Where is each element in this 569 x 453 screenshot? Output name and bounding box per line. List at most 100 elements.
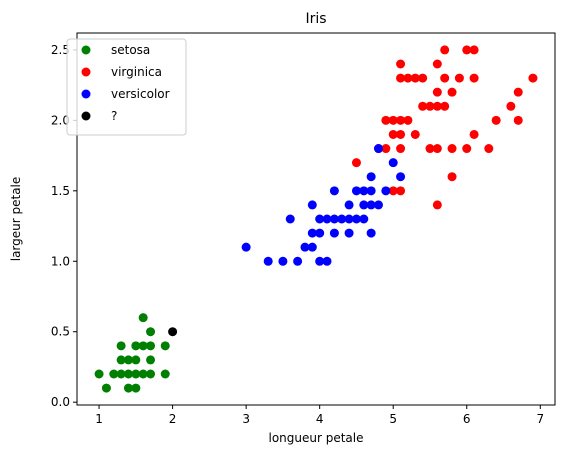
data-point — [300, 242, 310, 252]
data-point — [351, 214, 361, 224]
series-versicolor — [241, 144, 406, 266]
legend-entry: versicolor — [81, 87, 170, 101]
data-point — [366, 172, 376, 182]
data-point — [168, 327, 178, 337]
data-point — [146, 369, 156, 379]
data-point — [344, 214, 354, 224]
x-tick-label: 5 — [389, 412, 397, 426]
y-tick-label: 0.5 — [51, 325, 70, 339]
y-tick-label: 1.0 — [51, 254, 70, 268]
data-point — [146, 355, 156, 365]
data-point — [278, 256, 288, 266]
data-point — [123, 355, 133, 365]
data-point — [160, 341, 170, 351]
data-point — [469, 45, 479, 55]
data-point — [116, 369, 126, 379]
data-point — [462, 45, 472, 55]
y-tick-label: 2.0 — [51, 113, 70, 127]
data-point — [351, 186, 361, 196]
data-point — [410, 129, 420, 139]
data-point — [491, 115, 501, 125]
legend-label: versicolor — [111, 87, 170, 101]
data-point — [329, 228, 339, 238]
data-point — [388, 129, 398, 139]
data-point — [454, 73, 464, 83]
data-point — [396, 73, 406, 83]
legend-marker — [81, 67, 91, 77]
data-point — [285, 214, 295, 224]
data-point — [388, 158, 398, 168]
legend: setosa virginica versicolor? — [66, 38, 187, 136]
legend-marker — [81, 111, 91, 121]
x-tick-label: 7 — [536, 412, 544, 426]
data-point — [381, 115, 391, 125]
x-tick-label: 1 — [95, 412, 103, 426]
data-point — [359, 200, 369, 210]
data-point — [307, 200, 317, 210]
data-point — [94, 369, 104, 379]
y-tick-label: 1.5 — [51, 184, 70, 198]
data-point — [138, 313, 148, 323]
series-setosa — [94, 313, 170, 393]
data-point — [131, 383, 141, 393]
legend-entry: ? — [81, 109, 117, 123]
data-point — [440, 73, 450, 83]
data-point — [388, 115, 398, 125]
data-point — [440, 45, 450, 55]
data-point — [432, 144, 442, 154]
x-tick-label: 2 — [169, 412, 177, 426]
legend-marker — [81, 45, 91, 55]
data-point — [101, 383, 111, 393]
legend-label: ? — [111, 109, 117, 123]
data-point — [425, 101, 435, 111]
y-axis-label: largeur petale — [9, 177, 23, 262]
data-point — [374, 200, 384, 210]
data-point — [418, 101, 428, 111]
legend-box — [66, 38, 187, 136]
data-point — [116, 341, 126, 351]
data-point — [432, 59, 442, 69]
series-virginica — [351, 45, 538, 210]
data-point — [366, 228, 376, 238]
data-point — [263, 256, 273, 266]
data-point — [359, 186, 369, 196]
data-point — [396, 186, 406, 196]
legend-label: virginica — [111, 65, 162, 79]
data-point — [425, 144, 435, 154]
x-tick-label: 4 — [316, 412, 324, 426]
data-point — [344, 200, 354, 210]
data-point — [396, 172, 406, 182]
data-point — [381, 186, 391, 196]
legend-label: setosa — [111, 43, 150, 57]
data-point — [344, 228, 354, 238]
y-tick-label: 2.5 — [51, 43, 70, 57]
x-tick-label: 6 — [463, 412, 471, 426]
data-point — [513, 115, 523, 125]
data-point — [315, 256, 325, 266]
data-point — [469, 73, 479, 83]
data-point — [131, 355, 141, 365]
data-point — [315, 228, 325, 238]
data-point — [329, 214, 339, 224]
data-point — [131, 341, 141, 351]
y-tick-label: 0.0 — [51, 395, 70, 409]
data-point — [432, 200, 442, 210]
data-point — [146, 327, 156, 337]
data-point — [432, 87, 442, 97]
data-point — [138, 341, 148, 351]
data-point — [374, 144, 384, 154]
data-point — [396, 115, 406, 125]
data-point — [315, 214, 325, 224]
data-point — [366, 186, 376, 196]
data-point — [366, 200, 376, 210]
data-point — [418, 73, 428, 83]
data-point — [109, 369, 119, 379]
data-point — [307, 242, 317, 252]
data-point — [447, 144, 457, 154]
data-point — [307, 228, 317, 238]
data-point — [337, 214, 347, 224]
data-point — [388, 186, 398, 196]
legend-entry: setosa — [81, 43, 150, 57]
data-point — [403, 73, 413, 83]
